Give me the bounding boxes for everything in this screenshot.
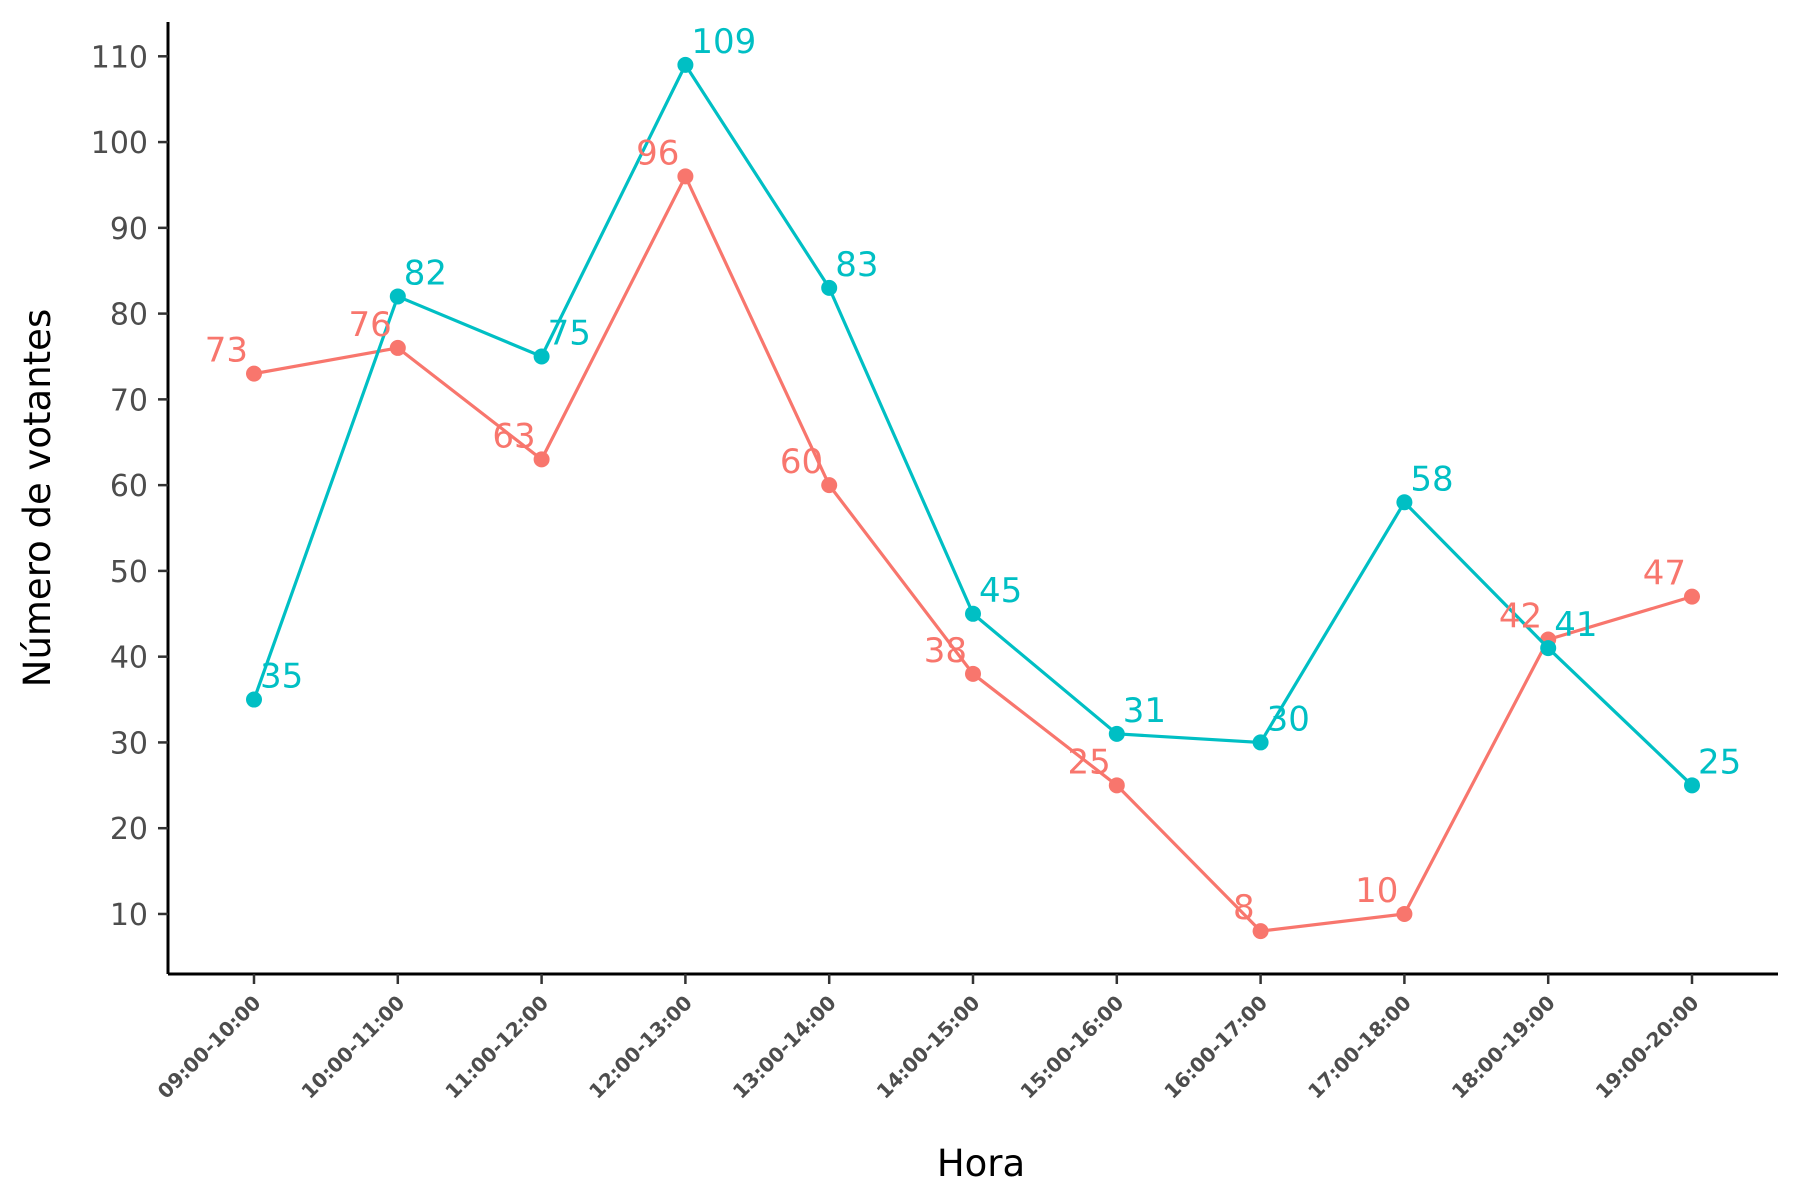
x-tick-label: 09:00-10:00 (153, 991, 266, 1104)
data-point (533, 348, 550, 365)
x-tick-label: 15:00-16:00 (1015, 991, 1128, 1104)
x-axis-title: Hora (937, 1142, 1025, 1185)
data-point (1540, 640, 1557, 657)
data-point (1684, 588, 1700, 605)
y-tick-label: 110 (91, 40, 148, 75)
series-layer (246, 56, 1700, 940)
data-label: 25 (1068, 742, 1111, 782)
data-label-layer: 73 76 63 96 60 38 25 8 10 42 47 35 82 75 109 83 45 31 30 58… (205, 22, 1742, 928)
y-tick-label: 10 (110, 898, 148, 933)
y-tick-label: 80 (110, 298, 148, 333)
data-label: 96 (636, 133, 679, 173)
data-point (1252, 734, 1269, 751)
y-tick-label: 70 (110, 383, 148, 418)
x-tick-label: 11:00-12:00 (440, 991, 553, 1104)
data-point (677, 56, 694, 73)
y-tick-label: 50 (110, 555, 148, 590)
data-label: 35 (260, 657, 303, 697)
data-label: 75 (548, 313, 591, 353)
data-label: 83 (835, 245, 878, 285)
data-point (389, 339, 406, 356)
data-label: 10 (1355, 871, 1398, 911)
data-point (1396, 905, 1413, 922)
data-point (1252, 923, 1269, 940)
data-label: 109 (691, 22, 756, 62)
data-label: 58 (1410, 459, 1453, 499)
data-point (677, 168, 694, 185)
series-line-1 (253, 172, 1693, 933)
y-tick-label: 90 (110, 212, 148, 247)
data-point (246, 691, 262, 708)
data-label: 47 (1643, 554, 1686, 594)
data-point (1684, 777, 1700, 794)
x-tick-label: 17:00-18:00 (1303, 991, 1416, 1104)
y-tick-label: 100 (91, 126, 148, 161)
data-point (1108, 777, 1125, 794)
data-label: 38 (924, 631, 967, 671)
data-point (965, 665, 981, 682)
x-tick-label: 13:00-14:00 (728, 991, 841, 1104)
x-tick-label: 12:00-13:00 (584, 991, 697, 1104)
x-tick-label: 10:00-11:00 (296, 991, 409, 1104)
y-axis-title: Número de votantes (16, 309, 59, 687)
data-point (965, 605, 981, 622)
x-tick-label: 14:00-15:00 (872, 991, 985, 1104)
x-tick-label: 16:00-17:00 (1159, 991, 1272, 1104)
data-label: 63 (492, 416, 535, 456)
y-tick-label: 20 (110, 812, 148, 847)
y-axis: 10 20 30 40 50 60 70 80 90 100 110 (91, 22, 170, 974)
data-label: 41 (1554, 605, 1597, 645)
data-label: 82 (404, 253, 447, 293)
data-label: 25 (1698, 742, 1741, 782)
data-label: 42 (1499, 597, 1542, 637)
data-label: 30 (1267, 699, 1310, 739)
data-label: 31 (1123, 691, 1166, 731)
data-label: 8 (1233, 888, 1255, 928)
data-label: 73 (205, 331, 248, 371)
y-tick-label: 40 (110, 641, 148, 676)
x-axis: 09:00-10:00 10:00-11:00 11:00-12:00 12:00-1… (153, 972, 1778, 1104)
x-tick-label: 19:00-20:00 (1591, 991, 1704, 1104)
data-label: 60 (780, 442, 823, 482)
data-point (821, 279, 838, 296)
data-point (1108, 725, 1125, 742)
data-point (389, 288, 406, 305)
y-tick-label: 30 (110, 726, 148, 761)
x-tick-label: 18:00-19:00 (1447, 991, 1560, 1104)
data-point (533, 451, 550, 468)
data-point (821, 477, 838, 494)
data-label: 76 (349, 305, 392, 345)
y-tick-label: 60 (110, 469, 148, 504)
data-label: 45 (979, 571, 1022, 611)
data-point (1396, 494, 1413, 511)
data-point (246, 365, 262, 382)
